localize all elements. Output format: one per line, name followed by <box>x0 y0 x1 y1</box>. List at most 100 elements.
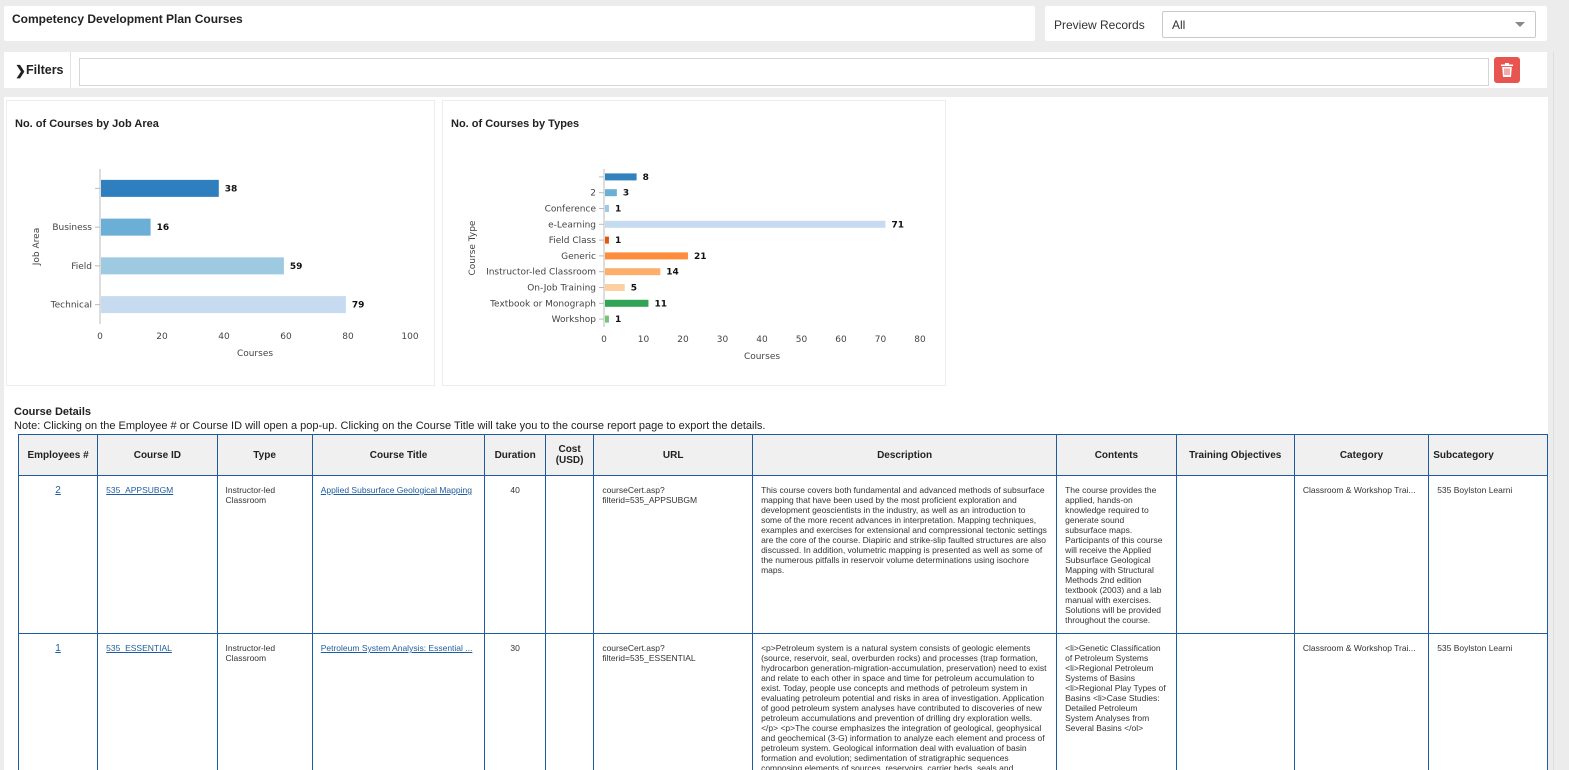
data-label: 3 <box>623 189 629 199</box>
type-cell: Instructor-led Classroom <box>216 633 313 770</box>
url-cell: courseCert.asp?filterid=535_ESSENTIAL <box>593 633 754 770</box>
bar <box>101 179 219 197</box>
col-header-training-objectives[interactable]: Training Objectives <box>1175 434 1295 476</box>
course-title-link[interactable]: Applied Subsurface Geological Mapping <box>320 485 472 495</box>
employees-cell: 1 <box>18 633 99 770</box>
bar <box>605 173 637 181</box>
page-scrollbar[interactable] <box>1553 52 1569 770</box>
table-row: 1 535_ESSENTIAL Instructor-led Classroom… <box>18 633 1548 770</box>
data-label: 1 <box>615 315 621 325</box>
duration-cell: 30 <box>484 633 546 770</box>
preview-records-select[interactable]: All <box>1162 11 1536 38</box>
employees-link[interactable]: 1 <box>55 643 61 654</box>
x-tick-label: 80 <box>914 335 926 345</box>
col-header-contents[interactable]: Contents <box>1056 434 1177 476</box>
category-label: On-Job Training <box>527 284 596 294</box>
category-cell: Classroom & Workshop Trai... <box>1293 633 1430 770</box>
col-header-cost[interactable]: Cost (USD) <box>544 434 595 476</box>
cost-cell <box>544 633 595 770</box>
course-details-note: Note: Clicking on the Employee # or Cour… <box>14 420 766 432</box>
preview-records-label: Preview Records <box>1054 18 1145 32</box>
preview-records-panel: Preview Records All <box>1045 6 1547 41</box>
category-label: Business <box>52 223 92 233</box>
subcategory-cell: 535 Boylston Learni <box>1428 475 1548 634</box>
bar <box>605 299 649 307</box>
x-axis-label: Courses <box>744 352 780 362</box>
col-header-duration[interactable]: Duration <box>484 434 546 476</box>
contents-cell: <li>Genetic Classification of Petroleum … <box>1056 633 1177 770</box>
job-area-chart-card: No. of Courses by Job Area 38 Business 16 F… <box>6 100 435 386</box>
x-tick-label: 40 <box>218 332 230 342</box>
filters-toggle[interactable]: ❯ Filters <box>4 52 71 88</box>
course-id-cell: 535_APPSUBGM <box>97 475 218 634</box>
cost-cell <box>544 475 595 634</box>
url-cell: courseCert.asp?filterid=535_APPSUBGM <box>593 475 754 634</box>
contents-cell: The course provides the applied, hands-o… <box>1056 475 1177 634</box>
job-area-chart: 38 Business 16 Field 59 Technical 79 0 20 40 60 80 1… <box>32 169 419 359</box>
x-tick-label: 40 <box>756 335 768 345</box>
category-label: Conference <box>545 205 597 215</box>
x-tick-label: 30 <box>717 335 729 345</box>
col-header-category[interactable]: Category <box>1293 434 1430 476</box>
col-header-course-id[interactable]: Course ID <box>97 434 218 476</box>
col-header-type[interactable]: Type <box>216 434 313 476</box>
employees-cell: 2 <box>18 475 99 634</box>
course-id-link[interactable]: 535_APPSUBGM <box>106 485 174 495</box>
caret-down-icon <box>1515 22 1525 27</box>
bar <box>101 257 284 275</box>
data-label: 5 <box>631 284 637 294</box>
course-details-title: Course Details <box>14 406 92 418</box>
category-label: Workshop <box>552 315 597 325</box>
x-tick-label: 10 <box>638 335 650 345</box>
x-axis-label: Courses <box>237 349 273 359</box>
category-label: Textbook or Monograph <box>489 299 596 309</box>
course-id-cell: 535_ESSENTIAL <box>97 633 218 770</box>
clear-filters-button[interactable] <box>1494 57 1520 83</box>
training-objectives-cell <box>1175 633 1295 770</box>
x-tick-label: 20 <box>156 332 168 342</box>
course-details-table-container[interactable]: Employees # Course ID Type Course Title … <box>18 434 1548 770</box>
data-label: 14 <box>666 268 679 278</box>
preview-records-value: All <box>1172 18 1186 32</box>
col-header-url[interactable]: URL <box>593 434 754 476</box>
training-objectives-cell <box>1175 475 1295 634</box>
x-tick-label: 50 <box>796 335 808 345</box>
course-id-link[interactable]: 535_ESSENTIAL <box>106 643 172 653</box>
bar <box>605 205 609 212</box>
bar <box>605 220 886 228</box>
bar <box>605 268 661 276</box>
job-area-chart-title: No. of Courses by Job Area <box>15 118 159 130</box>
category-cell: Classroom & Workshop Trai... <box>1293 475 1430 634</box>
bar <box>605 284 625 291</box>
col-header-subcategory[interactable]: Subcategory <box>1428 434 1548 476</box>
col-header-description[interactable]: Description <box>752 434 1058 476</box>
page-header: Competency Development Plan Courses <box>4 6 1035 41</box>
y-axis-label: Course Type <box>468 220 478 275</box>
description-cell: <p>Petroleum system is a natural system … <box>752 633 1058 770</box>
x-tick-label: 0 <box>601 335 607 345</box>
course-title-link[interactable]: Petroleum System Analysis: Essential ... <box>320 643 473 653</box>
page-title: Competency Development Plan Courses <box>12 12 243 26</box>
data-label: 59 <box>290 262 303 272</box>
data-label: 79 <box>352 301 365 311</box>
description-cell: This course covers both fundamental and … <box>752 475 1058 634</box>
employees-link[interactable]: 2 <box>55 485 61 496</box>
filters-bar: ❯ Filters <box>4 52 1547 88</box>
course-details-table: Employees # Course ID Type Course Title … <box>18 434 1548 770</box>
bar <box>605 252 688 260</box>
data-label: 21 <box>694 252 707 262</box>
data-label: 16 <box>157 223 170 233</box>
filters-label: Filters <box>26 63 64 77</box>
x-tick-label: 60 <box>280 332 292 342</box>
bar <box>605 236 609 244</box>
y-axis-label: Job Area <box>32 228 42 266</box>
category-label: Instructor-led Classroom <box>486 268 596 278</box>
col-header-course-title[interactable]: Course Title <box>311 434 486 476</box>
bar <box>101 296 346 314</box>
category-label: Field <box>71 262 92 272</box>
x-tick-label: 70 <box>875 335 887 345</box>
category-label: Generic <box>561 252 596 262</box>
filter-input[interactable] <box>79 58 1489 86</box>
col-header-employees[interactable]: Employees # <box>18 434 99 476</box>
course-types-chart-title: No. of Courses by Types <box>451 118 580 130</box>
